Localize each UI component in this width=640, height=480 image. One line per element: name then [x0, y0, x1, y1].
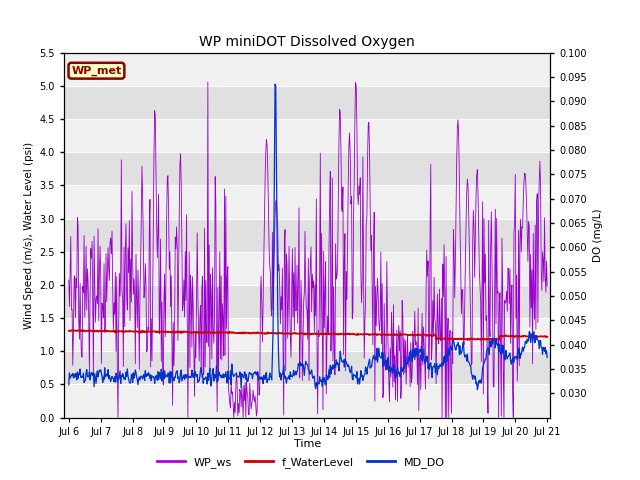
Y-axis label: Wind Speed (m/s), Water Level (psi): Wind Speed (m/s), Water Level (psi)	[24, 142, 34, 329]
Bar	[64, 152, 550, 185]
Bar	[64, 318, 550, 351]
Bar	[64, 119, 550, 152]
Bar	[64, 53, 550, 86]
Y-axis label: DO (mg/L): DO (mg/L)	[593, 208, 603, 262]
Title: WP miniDOT Dissolved Oxygen: WP miniDOT Dissolved Oxygen	[199, 35, 415, 49]
Bar	[64, 252, 550, 285]
Bar	[64, 384, 550, 418]
Bar	[64, 351, 550, 384]
Bar	[64, 218, 550, 252]
Bar	[64, 185, 550, 218]
Legend: WP_ws, f_WaterLevel, MD_DO: WP_ws, f_WaterLevel, MD_DO	[152, 452, 449, 472]
Text: WP_met: WP_met	[71, 66, 122, 76]
Bar	[64, 86, 550, 119]
X-axis label: Time: Time	[294, 439, 321, 449]
Bar	[64, 285, 550, 318]
